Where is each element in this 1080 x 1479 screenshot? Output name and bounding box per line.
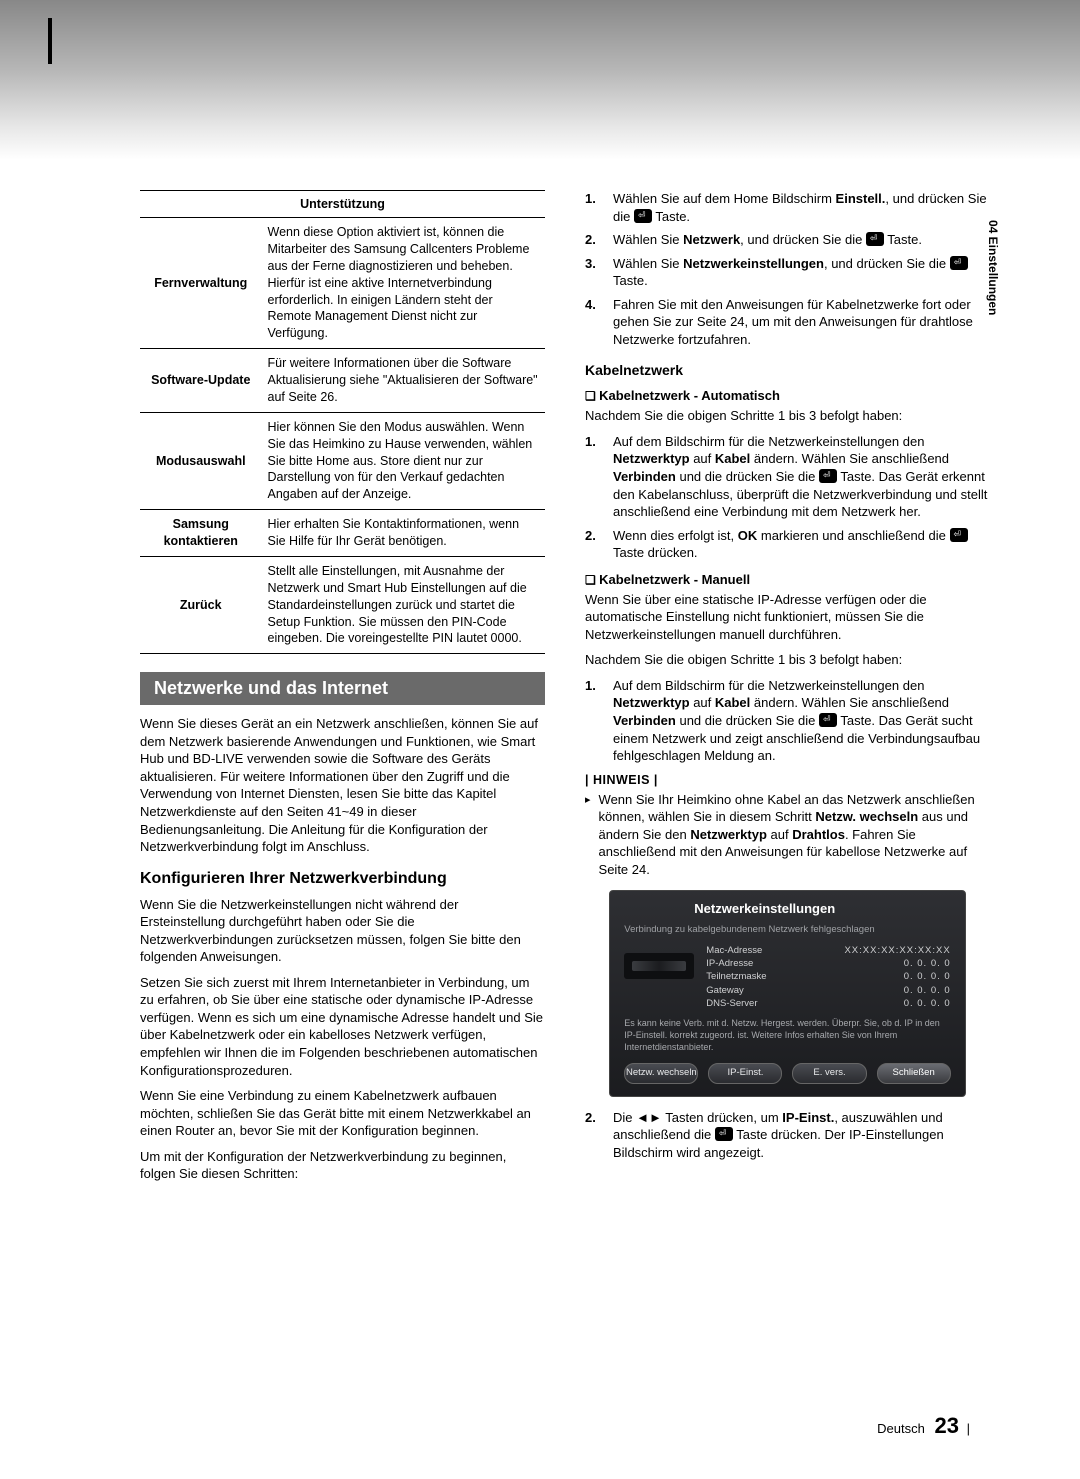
step-item: 2. Die ◄► Tasten drücken, um IP-Einst., … [585, 1109, 990, 1162]
step-item: 1. Wählen Sie auf dem Home Bildschirm Ei… [585, 190, 990, 225]
step-item: 2. Wenn dies erfolgt ist, OK markieren u… [585, 527, 990, 562]
osd-value: XX:XX:XX:XX:XX:XX [844, 945, 950, 957]
step-num: 1. [585, 433, 601, 521]
table-row: Samsung kontaktieren Hier erhalten Sie K… [140, 510, 545, 557]
kabel-auto-steps: 1. Auf dem Bildschirm für die Netzwerkei… [585, 433, 990, 562]
chapter-side-tab: 04 Einstellungen [986, 220, 1000, 315]
top-steps: 1. Wählen Sie auf dem Home Bildschirm Ei… [585, 190, 990, 348]
enter-key-icon [634, 209, 652, 223]
enter-key-icon [866, 232, 884, 246]
step-item: 1. Auf dem Bildschirm für die Netzwerkei… [585, 677, 990, 765]
osd-value: 0. 0. 0. 0 [844, 985, 950, 997]
step-num: 3. [585, 255, 601, 290]
step-text: Wählen Sie auf dem Home Bildschirm Einst… [613, 190, 990, 225]
osd-btn-switch-network[interactable]: Netzw. wechseln [624, 1063, 698, 1083]
kabel-man-p2: Nachdem Sie die obigen Schritte 1 bis 3 … [585, 651, 990, 669]
step-item: 2. Wählen Sie Netzwerk, und drücken Sie … [585, 231, 990, 249]
step-num: 2. [585, 1109, 601, 1162]
osd-status: Verbindung zu kabelgebundenem Netzwerk f… [624, 924, 950, 936]
step-item: 1. Auf dem Bildschirm für die Netzwerkei… [585, 433, 990, 521]
page-top-gradient [0, 0, 1080, 160]
osd-hint: Es kann keine Verb. mit d. Netzw. Herges… [624, 1018, 950, 1053]
cfg-p2: Setzen Sie sich zuerst mit Ihrem Interne… [140, 974, 545, 1079]
osd-value: 0. 0. 0. 0 [844, 958, 950, 970]
osd-btn-ip-einst[interactable]: IP-Einst. [708, 1063, 782, 1083]
osd-label: Teilnetzmaske [706, 971, 844, 983]
note-heading: | HINWEIS | [585, 773, 990, 787]
step-num: 2. [585, 231, 601, 249]
osd-network-settings: Netzwerkeinstellungen Verbindung zu kabe… [609, 890, 965, 1096]
step-text: Auf dem Bildschirm für die Netzwerkeinst… [613, 677, 990, 765]
step-text: Fahren Sie mit den Anweisungen für Kabel… [613, 296, 990, 349]
footer-bar: | [967, 1421, 970, 1436]
support-val: Wenn diese Option aktiviert ist, können … [262, 218, 546, 349]
step-item: 3. Wählen Sie Netzwerkeinstellungen, und… [585, 255, 990, 290]
support-val: Für weitere Informationen über die Softw… [262, 349, 546, 413]
osd-value: 0. 0. 0. 0 [844, 998, 950, 1010]
step-num: 1. [585, 677, 601, 765]
osd-label: Mac-Adresse [706, 945, 844, 957]
enter-key-icon [950, 256, 968, 270]
osd-label: IP-Adresse [706, 958, 844, 970]
step-num: 1. [585, 190, 601, 225]
support-val: Stellt alle Einstellungen, mit Ausnahme … [262, 556, 546, 653]
cfg-p3: Wenn Sie eine Verbindung zu einem Kabeln… [140, 1087, 545, 1140]
note-text: Wenn Sie Ihr Heimkino ohne Kabel an das … [599, 791, 990, 879]
kabel-man-steps: 1. Auf dem Bildschirm für die Netzwerkei… [585, 677, 990, 765]
support-table-header: Unterstützung [140, 191, 545, 218]
osd-label: Gateway [706, 985, 844, 997]
table-row: Fernverwaltung Wenn diese Option aktivie… [140, 218, 545, 349]
osd-grid: Mac-AdresseXX:XX:XX:XX:XX:XX IP-Adresse0… [624, 945, 950, 1011]
step-text: Die ◄► Tasten drücken, um IP-Einst., aus… [613, 1109, 990, 1162]
note-item: Wenn Sie Ihr Heimkino ohne Kabel an das … [585, 791, 990, 879]
page-footer: Deutsch 23 | [877, 1413, 970, 1439]
support-key: Fernverwaltung [140, 218, 262, 349]
kabel-man-heading: Kabelnetzwerk - Manuell [585, 572, 990, 587]
kabel-man-p1: Wenn Sie über eine statische IP-Adresse … [585, 591, 990, 644]
osd-button-row: Netzw. wechseln IP-Einst. E. vers. Schli… [624, 1063, 950, 1083]
step-text: Auf dem Bildschirm für die Netzwerkeinst… [613, 433, 990, 521]
router-icon [624, 953, 694, 979]
footer-page: 23 [935, 1413, 959, 1438]
osd-btn-close[interactable]: Schließen [877, 1063, 951, 1083]
step-num: 2. [585, 527, 601, 562]
configure-heading: Konfigurieren Ihrer Netzwerkverbindung [140, 870, 545, 888]
kabel-heading: Kabelnetzwerk [585, 362, 990, 378]
step-text: Wenn dies erfolgt ist, OK markieren und … [613, 527, 990, 562]
step-text: Wählen Sie Netzwerkeinstellungen, und dr… [613, 255, 990, 290]
page-content: Unterstützung Fernverwaltung Wenn diese … [0, 160, 1080, 1191]
table-row: Software-Update Für weitere Informatione… [140, 349, 545, 413]
osd-kv: Mac-AdresseXX:XX:XX:XX:XX:XX IP-Adresse0… [706, 945, 950, 1011]
support-key: Zurück [140, 556, 262, 653]
osd-title: Netzwerkeinstellungen [694, 901, 950, 918]
support-val: Hier können Sie den Modus auswählen. Wen… [262, 412, 546, 509]
cfg-p4: Um mit der Konfiguration der Netzwerkver… [140, 1148, 545, 1183]
kabel-auto-lead: Nachdem Sie die obigen Schritte 1 bis 3 … [585, 407, 990, 425]
step-num: 4. [585, 296, 601, 349]
support-table: Unterstützung Fernverwaltung Wenn diese … [140, 190, 545, 654]
osd-btn-retry[interactable]: E. vers. [792, 1063, 866, 1083]
section-title-networks: Netzwerke und das Internet [140, 672, 545, 705]
cfg-p1: Wenn Sie die Netzwerkeinstellungen nicht… [140, 896, 545, 966]
kabel-auto-heading: Kabelnetzwerk - Automatisch [585, 388, 990, 403]
step-text: Wählen Sie Netzwerk, und drücken Sie die… [613, 231, 922, 249]
note-list: Wenn Sie Ihr Heimkino ohne Kabel an das … [585, 791, 990, 879]
table-row: Modusauswahl Hier können Sie den Modus a… [140, 412, 545, 509]
support-val: Hier erhalten Sie Kontaktinformationen, … [262, 510, 546, 557]
osd-value: 0. 0. 0. 0 [844, 971, 950, 983]
left-column: Unterstützung Fernverwaltung Wenn diese … [140, 190, 545, 1191]
step-item: 4. Fahren Sie mit den Anweisungen für Ka… [585, 296, 990, 349]
support-key: Samsung kontaktieren [140, 510, 262, 557]
table-row: Zurück Stellt alle Einstellungen, mit Au… [140, 556, 545, 653]
support-key: Software-Update [140, 349, 262, 413]
footer-lang: Deutsch [877, 1421, 925, 1436]
right-column: 1. Wählen Sie auf dem Home Bildschirm Ei… [585, 190, 990, 1191]
intro-paragraph: Wenn Sie dieses Gerät an ein Netzwerk an… [140, 715, 545, 855]
step2-after-osd: 2. Die ◄► Tasten drücken, um IP-Einst., … [585, 1109, 990, 1162]
osd-label: DNS-Server [706, 998, 844, 1010]
support-key: Modusauswahl [140, 412, 262, 509]
